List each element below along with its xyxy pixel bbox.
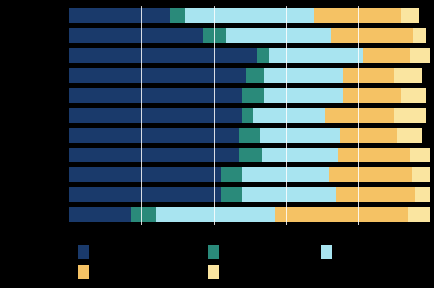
Bar (415, 187, 430, 202)
Bar (331, 28, 414, 43)
Bar (246, 68, 264, 83)
Bar (170, 8, 185, 23)
Bar (239, 128, 260, 143)
Bar (314, 8, 401, 23)
Bar (339, 128, 397, 143)
Bar (69, 88, 242, 103)
Bar (203, 28, 226, 43)
Bar (69, 147, 239, 162)
Bar (410, 147, 430, 162)
Bar (408, 207, 430, 222)
Bar (69, 48, 257, 63)
Bar (394, 68, 422, 83)
Bar (69, 108, 242, 123)
Bar (336, 187, 415, 202)
Bar (69, 207, 131, 222)
Bar (69, 8, 170, 23)
Bar (253, 108, 325, 123)
Bar (242, 88, 264, 103)
Bar (394, 108, 426, 123)
Bar (410, 48, 430, 63)
Bar (239, 147, 262, 162)
Bar (156, 207, 275, 222)
Bar (226, 28, 331, 43)
Bar (414, 28, 426, 43)
Bar (325, 108, 394, 123)
Bar (242, 108, 253, 123)
Bar (411, 167, 430, 182)
Bar (69, 68, 246, 83)
Bar (397, 128, 422, 143)
Bar (257, 48, 270, 63)
Bar (338, 147, 410, 162)
Bar (262, 147, 338, 162)
Bar (69, 187, 221, 202)
Bar (264, 68, 343, 83)
Bar (242, 187, 336, 202)
Bar (275, 207, 408, 222)
Bar (343, 88, 401, 103)
Bar (401, 8, 419, 23)
Bar (69, 28, 203, 43)
Bar (221, 187, 242, 202)
Bar (260, 128, 339, 143)
Bar (221, 167, 242, 182)
Bar (69, 128, 239, 143)
Bar (69, 167, 221, 182)
Bar (401, 88, 426, 103)
Bar (270, 48, 363, 63)
Bar (329, 167, 411, 182)
Bar (264, 88, 343, 103)
Bar (242, 167, 329, 182)
Bar (185, 8, 314, 23)
Bar (343, 68, 394, 83)
Bar (363, 48, 410, 63)
Bar (131, 207, 156, 222)
